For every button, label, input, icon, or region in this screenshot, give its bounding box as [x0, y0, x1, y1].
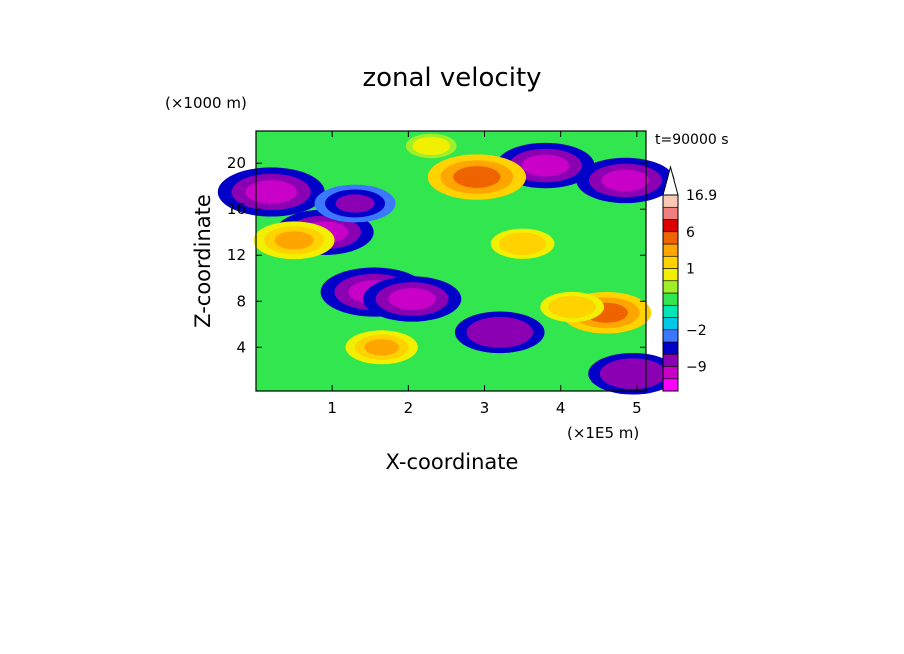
y-axis: 4 8 12 16 20	[227, 154, 646, 356]
colorbar-swatch	[662, 194, 679, 208]
colorbar-swatch	[662, 243, 679, 257]
colorbar-swatch	[662, 353, 679, 367]
y-axis-title: Z-coordinate	[191, 194, 215, 328]
colorbar-swatch	[662, 317, 679, 331]
y-tick-label: 8	[236, 292, 246, 310]
field-feature	[335, 194, 375, 213]
velocity-field	[217, 133, 678, 395]
colorbar-frame	[662, 194, 679, 392]
x-tick-label: 1	[327, 399, 337, 417]
field-feature	[274, 231, 314, 250]
colorbar-label: −9	[686, 360, 707, 376]
colorbar-label: 1	[686, 262, 695, 278]
colorbar-swatch	[662, 280, 679, 294]
y-tick-label: 16	[227, 200, 246, 218]
colorbar-swatch	[662, 329, 679, 343]
x-tick-label: 2	[404, 399, 414, 417]
y-tick-label: 20	[227, 154, 246, 172]
field-feature	[611, 363, 655, 384]
x-tick-label: 3	[480, 399, 490, 417]
x-axis-title: X-coordinate	[386, 450, 519, 474]
x-tick-label: 4	[556, 399, 566, 417]
field-feature	[453, 166, 501, 188]
field-feature	[245, 180, 297, 204]
field-feature	[418, 140, 444, 152]
y-tick-label: 4	[236, 338, 246, 356]
colorbar-label: −2	[686, 323, 707, 339]
plot-area	[217, 130, 678, 395]
field-feature	[507, 236, 538, 252]
colorbar-swatch	[662, 304, 679, 318]
colorbar-swatch	[662, 255, 679, 269]
field-feature	[601, 169, 650, 192]
field-feature	[478, 322, 522, 343]
colorbar-swatch	[662, 219, 679, 233]
colorbar-swatch	[662, 268, 679, 282]
x-unit-label: (×1E5 m)	[567, 424, 639, 442]
colorbar-label: 16.9	[686, 188, 717, 204]
y-tick-label: 12	[227, 246, 246, 264]
colorbar-swatch	[662, 206, 679, 220]
colorbar-swatch	[662, 292, 679, 306]
colorbar-label: 6	[686, 225, 695, 241]
x-tick-label: 5	[632, 399, 642, 417]
colorbar-swatch	[662, 366, 679, 380]
field-feature	[364, 339, 400, 356]
time-label: t=90000 s	[655, 132, 729, 148]
y-unit-label: (×1000 m)	[165, 94, 247, 112]
colorbar: 16.9 6 1 −2 −9	[662, 165, 717, 392]
field-feature	[388, 288, 436, 310]
colorbar-swatch	[662, 231, 679, 245]
chart-title: zonal velocity	[362, 63, 541, 93]
colorbar-swatch	[662, 378, 679, 392]
plot-frame	[255, 130, 647, 392]
x-axis: 1 2 3 4 5	[327, 131, 642, 417]
field-feature	[556, 299, 588, 315]
field-feature	[521, 154, 570, 177]
colorbar-swatch	[662, 341, 679, 355]
